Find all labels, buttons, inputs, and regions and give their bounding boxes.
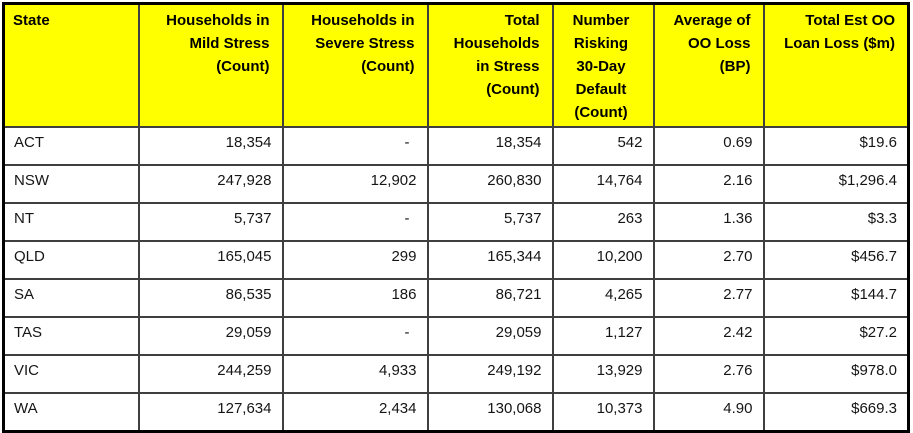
cell-act-total-households-in-stress: 18,354 xyxy=(426,126,554,166)
cell-nsw-total-est-oo-loan-loss: $1,296.4 xyxy=(762,164,910,204)
cell-qld-total-est-oo-loan-loss: $456.7 xyxy=(762,240,910,280)
cell-vic-households-severe-stress: 4,933 xyxy=(281,354,429,394)
cell-nsw-households-severe-stress: 12,902 xyxy=(281,164,429,204)
cell-act-total-est-oo-loan-loss: $19.6 xyxy=(762,126,910,166)
cell-nsw-number-risking-30-day-default: 14,764 xyxy=(551,164,655,204)
cell-qld-total-households-in-stress: 165,344 xyxy=(426,240,554,280)
cell-sa-households-severe-stress: 186 xyxy=(281,278,429,318)
header-cell-total-households-in-stress: Total Households in Stress (Count) xyxy=(426,2,554,128)
cell-act-average-oo-loss-bp: 0.69 xyxy=(652,126,765,166)
cell-act-households-mild-stress: 18,354 xyxy=(137,126,284,166)
cell-qld-average-oo-loss-bp: 2.70 xyxy=(652,240,765,280)
cell-tas-number-risking-30-day-default: 1,127 xyxy=(551,316,655,356)
cell-sa-average-oo-loss-bp: 2.77 xyxy=(652,278,765,318)
cell-wa-households-severe-stress: 2,434 xyxy=(281,392,429,433)
cell-nt-number-risking-30-day-default: 263 xyxy=(551,202,655,242)
row-tas: TAS 29,059-29,059 1,127 2.42 $27.2 xyxy=(2,316,910,356)
cell-wa-total-est-oo-loan-loss: $669.3 xyxy=(762,392,910,433)
row-act: ACT 18,354-18,354 542 0.69 $19.6 xyxy=(2,126,910,166)
cell-wa-number-risking-30-day-default: 10,373 xyxy=(551,392,655,433)
cell-wa-households-mild-stress: 127,634 xyxy=(137,392,284,433)
cell-tas-average-oo-loss-bp: 2.42 xyxy=(652,316,765,356)
cell-tas-total-est-oo-loan-loss: $27.2 xyxy=(762,316,910,356)
cell-sa-total-households-in-stress: 86,721 xyxy=(426,278,554,318)
row-vic: VIC 244,259 4,933 249,192 13,929 2.76 $978.0 xyxy=(2,354,910,394)
cell-act-households-severe-stress: - xyxy=(281,126,429,166)
cell-nt-average-oo-loss-bp: 1.36 xyxy=(652,202,765,242)
header-cell-households-mild-stress: Households in Mild Stress (Count) xyxy=(137,2,284,128)
cell-sa-households-mild-stress: 86,535 xyxy=(137,278,284,318)
header-cell-average-oo-loss-bp: Average of OO Loss (BP) xyxy=(652,2,765,128)
cell-sa-state: SA xyxy=(2,278,140,318)
cell-wa-average-oo-loss-bp: 4.90 xyxy=(652,392,765,433)
cell-sa-number-risking-30-day-default: 4,265 xyxy=(551,278,655,318)
cell-sa-total-est-oo-loan-loss: $144.7 xyxy=(762,278,910,318)
cell-nt-households-severe-stress: - xyxy=(281,202,429,242)
row-sa: SA 86,535 186 86,721 4,265 2.77 $144.7 xyxy=(2,278,910,318)
cell-vic-average-oo-loss-bp: 2.76 xyxy=(652,354,765,394)
cell-nsw-households-mild-stress: 247,928 xyxy=(137,164,284,204)
cell-act-number-risking-30-day-default: 542 xyxy=(551,126,655,166)
cell-tas-total-households-in-stress: 29,059 xyxy=(426,316,554,356)
header-cell-state: State xyxy=(2,2,140,128)
cell-nsw-state: NSW xyxy=(2,164,140,204)
cell-qld-households-severe-stress: 299 xyxy=(281,240,429,280)
row-nsw: NSW 247,928 12,902 260,830 14,764 2.16 $1,296.… xyxy=(2,164,910,204)
row-qld: QLD 165,045 299 165,344 10,200 2.70 $456.7 xyxy=(2,240,910,280)
cell-nt-households-mild-stress: 5,737 xyxy=(137,202,284,242)
cell-nsw-average-oo-loss-bp: 2.16 xyxy=(652,164,765,204)
cell-tas-households-severe-stress: - xyxy=(281,316,429,356)
cell-wa-total-households-in-stress: 130,068 xyxy=(426,392,554,433)
header-cell-total-est-oo-loan-loss: Total Est OO Loan Loss ($m) xyxy=(762,2,910,128)
cell-nt-total-est-oo-loan-loss: $3.3 xyxy=(762,202,910,242)
cell-vic-number-risking-30-day-default: 13,929 xyxy=(551,354,655,394)
cell-qld-households-mild-stress: 165,045 xyxy=(137,240,284,280)
cell-vic-households-mild-stress: 244,259 xyxy=(137,354,284,394)
header-cell-number-risking-30-day-default: Number Risking 30-Day Default (Count) xyxy=(551,2,655,128)
row-nt: NT 5,737-5,737 263 1.36 $3.3 xyxy=(2,202,910,242)
cell-nsw-total-households-in-stress: 260,830 xyxy=(426,164,554,204)
row-wa: WA 127,634 2,434 130,068 10,373 4.90 $669.3 xyxy=(2,392,910,433)
cell-qld-state: QLD xyxy=(2,240,140,280)
cell-nt-total-households-in-stress: 5,737 xyxy=(426,202,554,242)
cell-qld-number-risking-30-day-default: 10,200 xyxy=(551,240,655,280)
cell-vic-state: VIC xyxy=(2,354,140,394)
cell-vic-total-est-oo-loan-loss: $978.0 xyxy=(762,354,910,394)
cell-vic-total-households-in-stress: 249,192 xyxy=(426,354,554,394)
header-row: State Households in Mild Stress (Count) Ho… xyxy=(2,2,910,128)
cell-tas-households-mild-stress: 29,059 xyxy=(137,316,284,356)
cell-nt-state: NT xyxy=(2,202,140,242)
header-cell-households-severe-stress: Households in Severe Stress (Count) xyxy=(281,2,429,128)
cell-tas-state: TAS xyxy=(2,316,140,356)
cell-act-state: ACT xyxy=(2,126,140,166)
cell-wa-state: WA xyxy=(2,392,140,433)
